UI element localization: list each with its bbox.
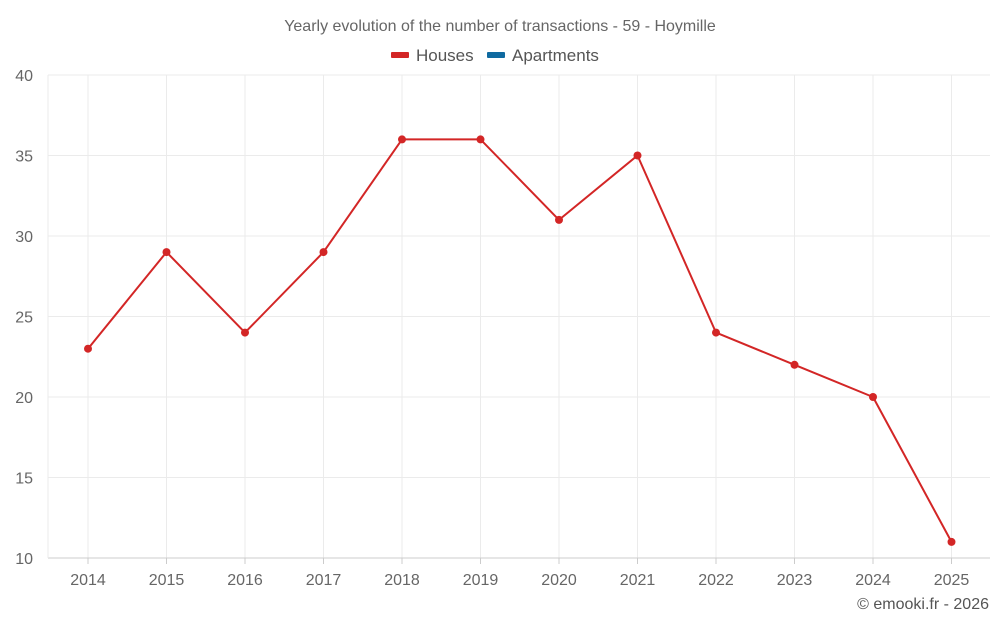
x-tick-label: 2021 [620, 572, 656, 589]
legend: Houses Apartments [391, 46, 599, 65]
y-tick-label: 30 [15, 229, 33, 246]
data-point-houses-2025[interactable] [947, 537, 956, 546]
data-point-houses-2015[interactable] [162, 248, 171, 257]
data-point-houses-2024[interactable] [869, 393, 877, 401]
y-tick-label: 10 [15, 551, 33, 568]
legend-label-apartments: Apartments [512, 46, 599, 65]
data-point-houses-2019[interactable] [476, 135, 485, 144]
data-point-houses-2017[interactable] [319, 248, 328, 257]
x-tick-label: 2014 [70, 572, 106, 589]
y-tick-label: 25 [15, 310, 33, 327]
x-tick-label: 2018 [384, 572, 420, 589]
y-tick-label: 40 [15, 68, 33, 85]
data-point-houses-2022[interactable] [712, 328, 720, 337]
data-point-houses-2018[interactable] [398, 135, 406, 144]
x-tick-label: 2025 [934, 572, 970, 589]
x-tick-label: 2022 [698, 572, 734, 589]
x-tick-label: 2016 [227, 572, 263, 589]
series-line-houses [87, 138, 953, 543]
x-tick-label: 2023 [777, 572, 813, 589]
data-point-houses-2016[interactable] [241, 328, 249, 337]
legend-swatch-apartments [487, 52, 505, 58]
data-point-houses-2023[interactable] [790, 360, 799, 369]
chart-title: Yearly evolution of the number of transa… [284, 18, 716, 35]
x-tick-label: 2019 [463, 572, 499, 589]
y-tick-label: 15 [15, 471, 33, 488]
data-point-houses-2020[interactable] [555, 215, 563, 224]
legend-item-houses[interactable]: Houses [391, 46, 474, 65]
x-tick-label: 2024 [855, 572, 891, 589]
series-layer [84, 135, 956, 546]
y-tick-label: 20 [15, 390, 33, 407]
y-tick-label: 35 [15, 149, 33, 166]
legend-swatch-houses [391, 52, 409, 58]
x-tick-label: 2015 [149, 572, 185, 589]
data-point-houses-2021[interactable] [633, 151, 642, 160]
legend-item-apartments[interactable]: Apartments [487, 46, 599, 65]
grid [48, 74, 990, 558]
data-point-houses-2014[interactable] [84, 344, 92, 353]
legend-label-houses: Houses [416, 46, 474, 65]
credit-text[interactable]: © emooki.fr - 2026 [857, 596, 989, 613]
x-tick-label: 2017 [306, 572, 342, 589]
x-tick-label: 2020 [541, 572, 577, 589]
